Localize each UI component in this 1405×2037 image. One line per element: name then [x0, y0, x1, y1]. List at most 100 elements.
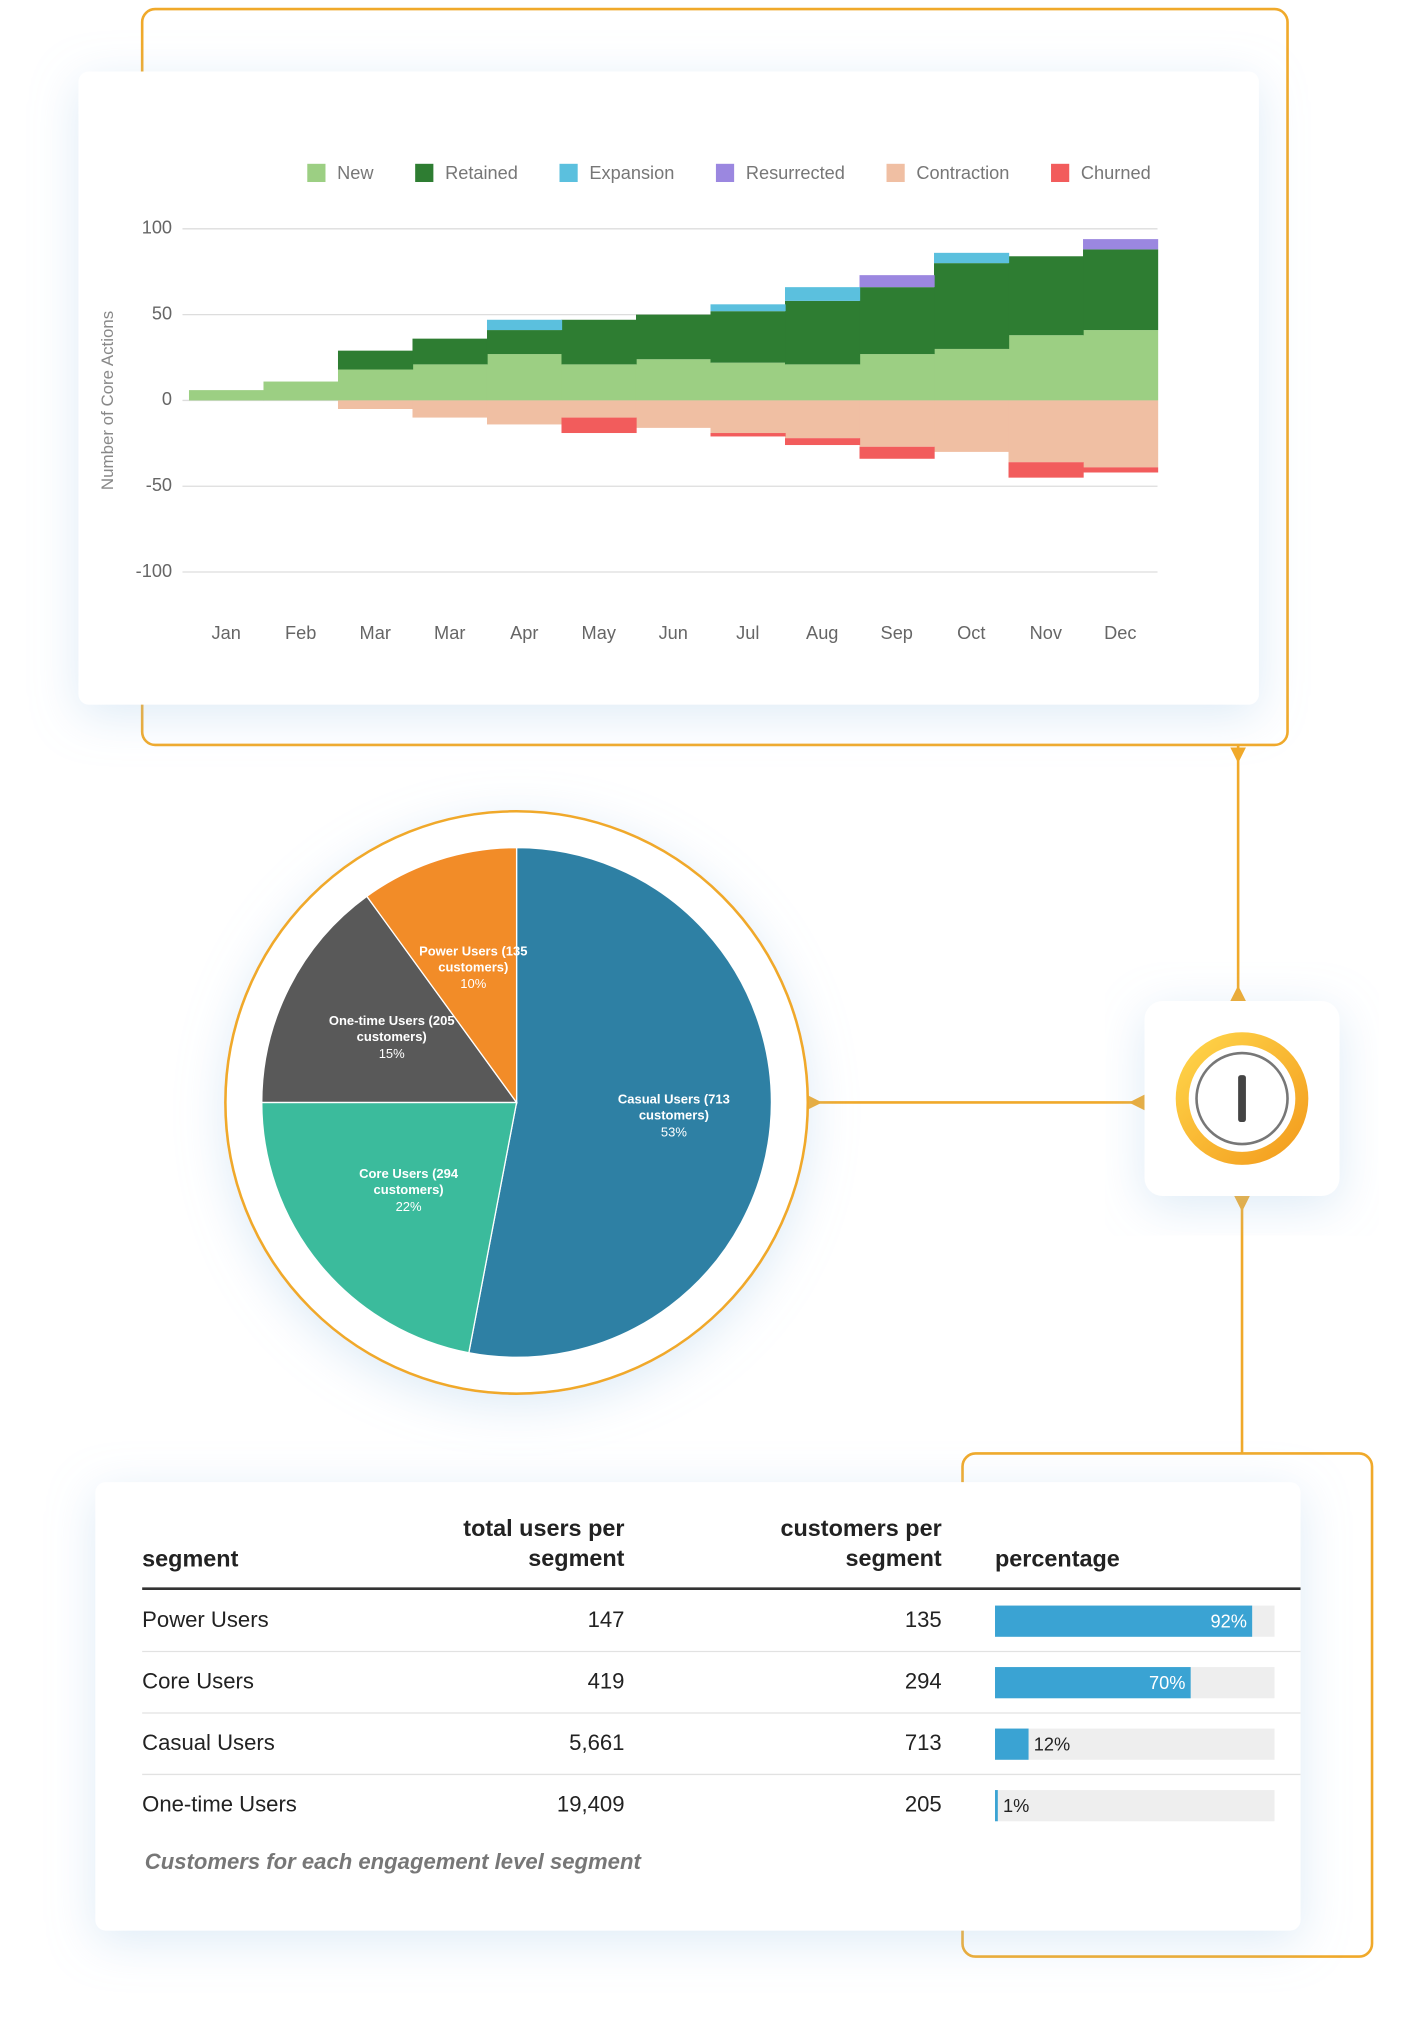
legend-label: Contraction [916, 163, 1009, 183]
percentage-bar [995, 1667, 1191, 1699]
cell: 5,661 [569, 1730, 624, 1755]
column-header: segment [142, 1545, 238, 1571]
x-tick-label: Aug [806, 623, 838, 643]
connector-arrow [1234, 1196, 1250, 1212]
slice-label: One-time Users (205 customers) [329, 1013, 455, 1044]
slice-value: 22% [396, 1199, 422, 1214]
bar-segment [337, 350, 414, 370]
bar-segment [561, 364, 637, 401]
slice-label: Power Users (135 customers) [419, 944, 527, 975]
column-header: total users per segment [463, 1515, 624, 1571]
pie-slice [468, 846, 773, 1358]
bar-segment [635, 400, 712, 428]
table: segment total users per segment customers p… [142, 1515, 1301, 1874]
x-tick-label: Jun [659, 623, 688, 643]
bar-segment [412, 364, 488, 401]
legend-label: New [337, 163, 374, 183]
bar-segment [1008, 400, 1084, 463]
bar-segment [561, 417, 637, 434]
cell: Casual Users [142, 1730, 275, 1755]
bar-segment [263, 381, 339, 401]
bar-segment [486, 319, 563, 331]
x-tick-label: May [582, 623, 617, 643]
cell: 205 [905, 1792, 942, 1817]
bar-segment [934, 400, 1010, 452]
bar-segment [785, 364, 861, 401]
x-tick-label: Dec [1104, 623, 1136, 643]
x-tick-label: Jul [736, 623, 759, 643]
bar-segment [710, 362, 786, 401]
legend-swatch [886, 163, 905, 183]
bar-segment [412, 338, 488, 365]
legend-swatch [1051, 163, 1070, 183]
bar-segment [710, 311, 786, 363]
pie-slice [261, 1101, 518, 1354]
legend-swatch [307, 163, 326, 183]
pie-chart: Casual Users (713 customers)53% Core Users… [261, 846, 773, 1358]
bar-segment [1083, 330, 1159, 401]
bar-segment [859, 275, 935, 288]
slice-value: 53% [661, 1124, 687, 1139]
bar-segment [710, 433, 786, 437]
y-axis-title: Number of Core Actions [98, 311, 117, 490]
y-tick-label: -100 [136, 561, 172, 581]
caption: Customers for each engagement level segm… [145, 1849, 643, 1874]
bar-segment [710, 400, 786, 434]
bar-segment [785, 400, 861, 439]
legend-swatch [559, 163, 578, 183]
bar-segment [1083, 249, 1159, 331]
cell: 294 [905, 1669, 942, 1694]
cell: 147 [588, 1607, 625, 1632]
cell: 713 [905, 1730, 942, 1755]
x-tick-label: Sep [881, 623, 913, 643]
bar-segment [188, 390, 265, 401]
legend-label: Expansion [589, 163, 674, 183]
bar-segment [1008, 335, 1084, 401]
bar-segment [859, 354, 935, 401]
slice-value: 10% [460, 976, 486, 991]
x-tick-label: Nov [1030, 623, 1063, 643]
x-tick-label: Mar [434, 623, 465, 643]
cell: Power Users [142, 1607, 268, 1632]
slice-value: 15% [379, 1046, 405, 1061]
cell: One-time Users [142, 1792, 297, 1817]
bar-label: 12% [1034, 1734, 1070, 1754]
bar-segment [785, 287, 861, 301]
legend-label: Churned [1081, 163, 1151, 183]
bar-segment [859, 287, 935, 355]
x-tick-label: Oct [957, 623, 985, 643]
y-tick-label: 0 [162, 389, 172, 409]
cell: 135 [905, 1607, 942, 1632]
legend-label: Retained [445, 163, 518, 183]
bar-segment [337, 400, 414, 410]
bar-segment [337, 369, 414, 401]
bar-segment [859, 400, 935, 447]
bar-segment [1008, 462, 1084, 478]
slice-label: Casual Users (713 customers) [618, 1092, 730, 1123]
bar-segment [635, 359, 712, 401]
bar-segment [1083, 239, 1159, 250]
bar-track [995, 1728, 1275, 1760]
bar-segment [710, 304, 786, 312]
bar-segment [1083, 467, 1159, 473]
bar-segment [561, 400, 637, 418]
bar-segment [785, 438, 861, 446]
x-tick-label: Apr [510, 623, 538, 643]
legend-label: Resurrected [746, 163, 845, 183]
column-header: customers per segment [781, 1515, 942, 1571]
bar-track [995, 1790, 1275, 1822]
bar-segment [561, 319, 637, 365]
bar-segment [1008, 256, 1084, 336]
bar-segment [934, 263, 1010, 349]
area-chart: -100 -50 0 50 100 Number of Core Actions Jan Fe… [98, 163, 1159, 643]
icon-ring [1175, 1032, 1309, 1165]
slice-label: Core Users (294 customers) [359, 1166, 459, 1197]
bar-segment [412, 400, 488, 418]
bar-label: 1% [1003, 1796, 1029, 1816]
bar-label: 92% [1211, 1611, 1247, 1631]
bar-segment [486, 354, 563, 401]
bar-segment [486, 330, 563, 355]
bar-segment [934, 348, 1010, 401]
